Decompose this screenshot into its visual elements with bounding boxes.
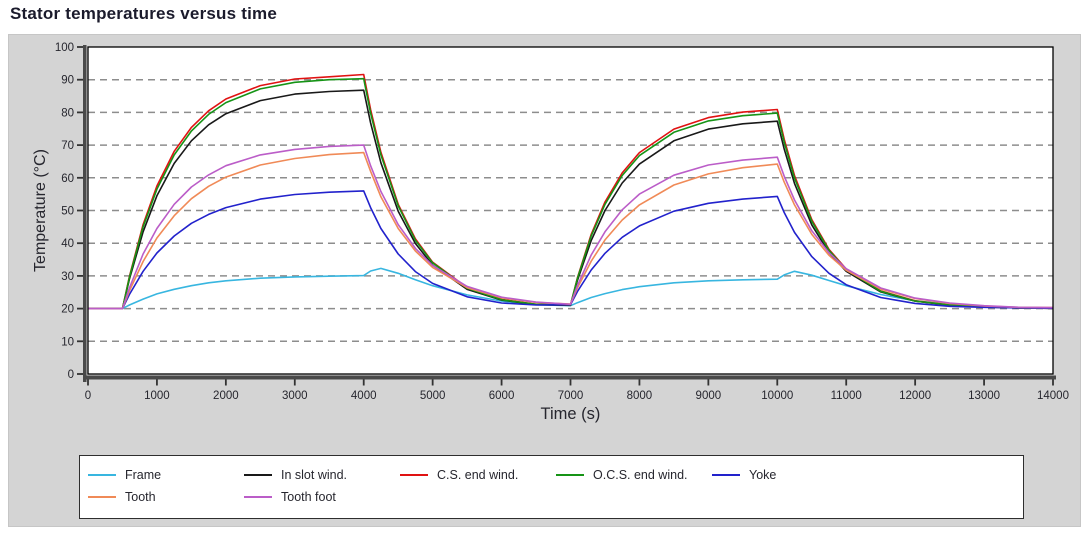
x-axis-line [83, 375, 1056, 380]
legend-label-frame: Frame [125, 468, 162, 482]
legend-swatch-in-slot-wind [244, 474, 272, 476]
y-tick-label-90: 90 [61, 75, 74, 87]
legend-item-frame[interactable]: Frame [88, 464, 244, 486]
series-line-yoke [88, 190, 1054, 310]
legend-label-in-slot-wind: In slot wind. [281, 468, 348, 482]
y-tick-label-20: 20 [61, 304, 74, 316]
y-tick-label-10: 10 [61, 336, 74, 348]
legend-item-yoke[interactable]: Yoke [712, 464, 868, 486]
legend-item-tooth[interactable]: Tooth [88, 486, 244, 508]
legend-label-tooth-foot: Tooth foot [281, 490, 336, 504]
x-tick-label-13000: 13000 [968, 390, 1000, 402]
x-tick-label-10000: 10000 [761, 390, 793, 402]
y-tick-label-0: 0 [68, 369, 74, 381]
x-tick-label-5000: 5000 [420, 390, 446, 402]
legend-label-c-s-end-wind: C.S. end wind. [437, 468, 519, 482]
y-tick-label-40: 40 [61, 238, 74, 250]
y-tick-label-60: 60 [61, 173, 74, 185]
x-tick-label-6000: 6000 [489, 390, 515, 402]
legend-swatch-c-s-end-wind [400, 474, 428, 476]
x-tick-label-0: 0 [85, 390, 91, 402]
legend-swatch-o-c-s-end-wind [556, 474, 584, 476]
legend-swatch-tooth-foot [244, 496, 272, 498]
y-tick-label-30: 30 [61, 271, 74, 283]
x-tick-label-11000: 11000 [831, 390, 862, 402]
legend-label-tooth: Tooth [125, 490, 156, 504]
legend-item-o-c-s-end-wind[interactable]: O.C.S. end wind. [556, 464, 712, 486]
legend-swatch-tooth [88, 496, 116, 498]
y-axis-line [83, 45, 87, 382]
x-tick-label-7000: 7000 [558, 390, 584, 402]
y-tick-label-80: 80 [61, 107, 74, 119]
x-tick-label-14000: 14000 [1037, 390, 1069, 402]
x-axis-title: Time (s) [541, 405, 601, 423]
legend-swatch-yoke [712, 474, 740, 476]
legend-item-tooth-foot[interactable]: Tooth foot [244, 486, 400, 508]
x-tick-label-8000: 8000 [627, 390, 653, 402]
chart-panel: 0 10 20 30 40 50 60 70 80 90 100 0 1000 2000 3000 4000 5… [8, 34, 1081, 527]
x-tick-label-9000: 9000 [696, 390, 722, 402]
legend-label-o-c-s-end-wind: O.C.S. end wind. [593, 468, 688, 482]
x-tick-label-12000: 12000 [899, 390, 931, 402]
x-tick-label-1000: 1000 [144, 390, 170, 402]
chart-title: Stator temperatures versus time [10, 4, 277, 23]
legend-box: Frame In slot wind. C.S. end wind. O.C.S. e… [79, 455, 1024, 519]
legend-item-in-slot-wind[interactable]: In slot wind. [244, 464, 400, 486]
plot-border [87, 46, 1054, 375]
x-tick-label-4000: 4000 [351, 390, 377, 402]
series-line-tooth-foot [88, 144, 1054, 310]
legend-label-yoke: Yoke [749, 468, 777, 482]
y-tick-label-100: 100 [55, 42, 74, 54]
x-tick-label-3000: 3000 [282, 390, 308, 402]
y-axis-title: Temperature (°C) [32, 149, 49, 272]
legend-swatch-frame [88, 474, 116, 476]
y-tick-label-50: 50 [61, 206, 74, 218]
y-tick-label-70: 70 [61, 140, 74, 152]
x-tick-label-2000: 2000 [213, 390, 239, 402]
legend-item-c-s-end-wind[interactable]: C.S. end wind. [400, 464, 556, 486]
